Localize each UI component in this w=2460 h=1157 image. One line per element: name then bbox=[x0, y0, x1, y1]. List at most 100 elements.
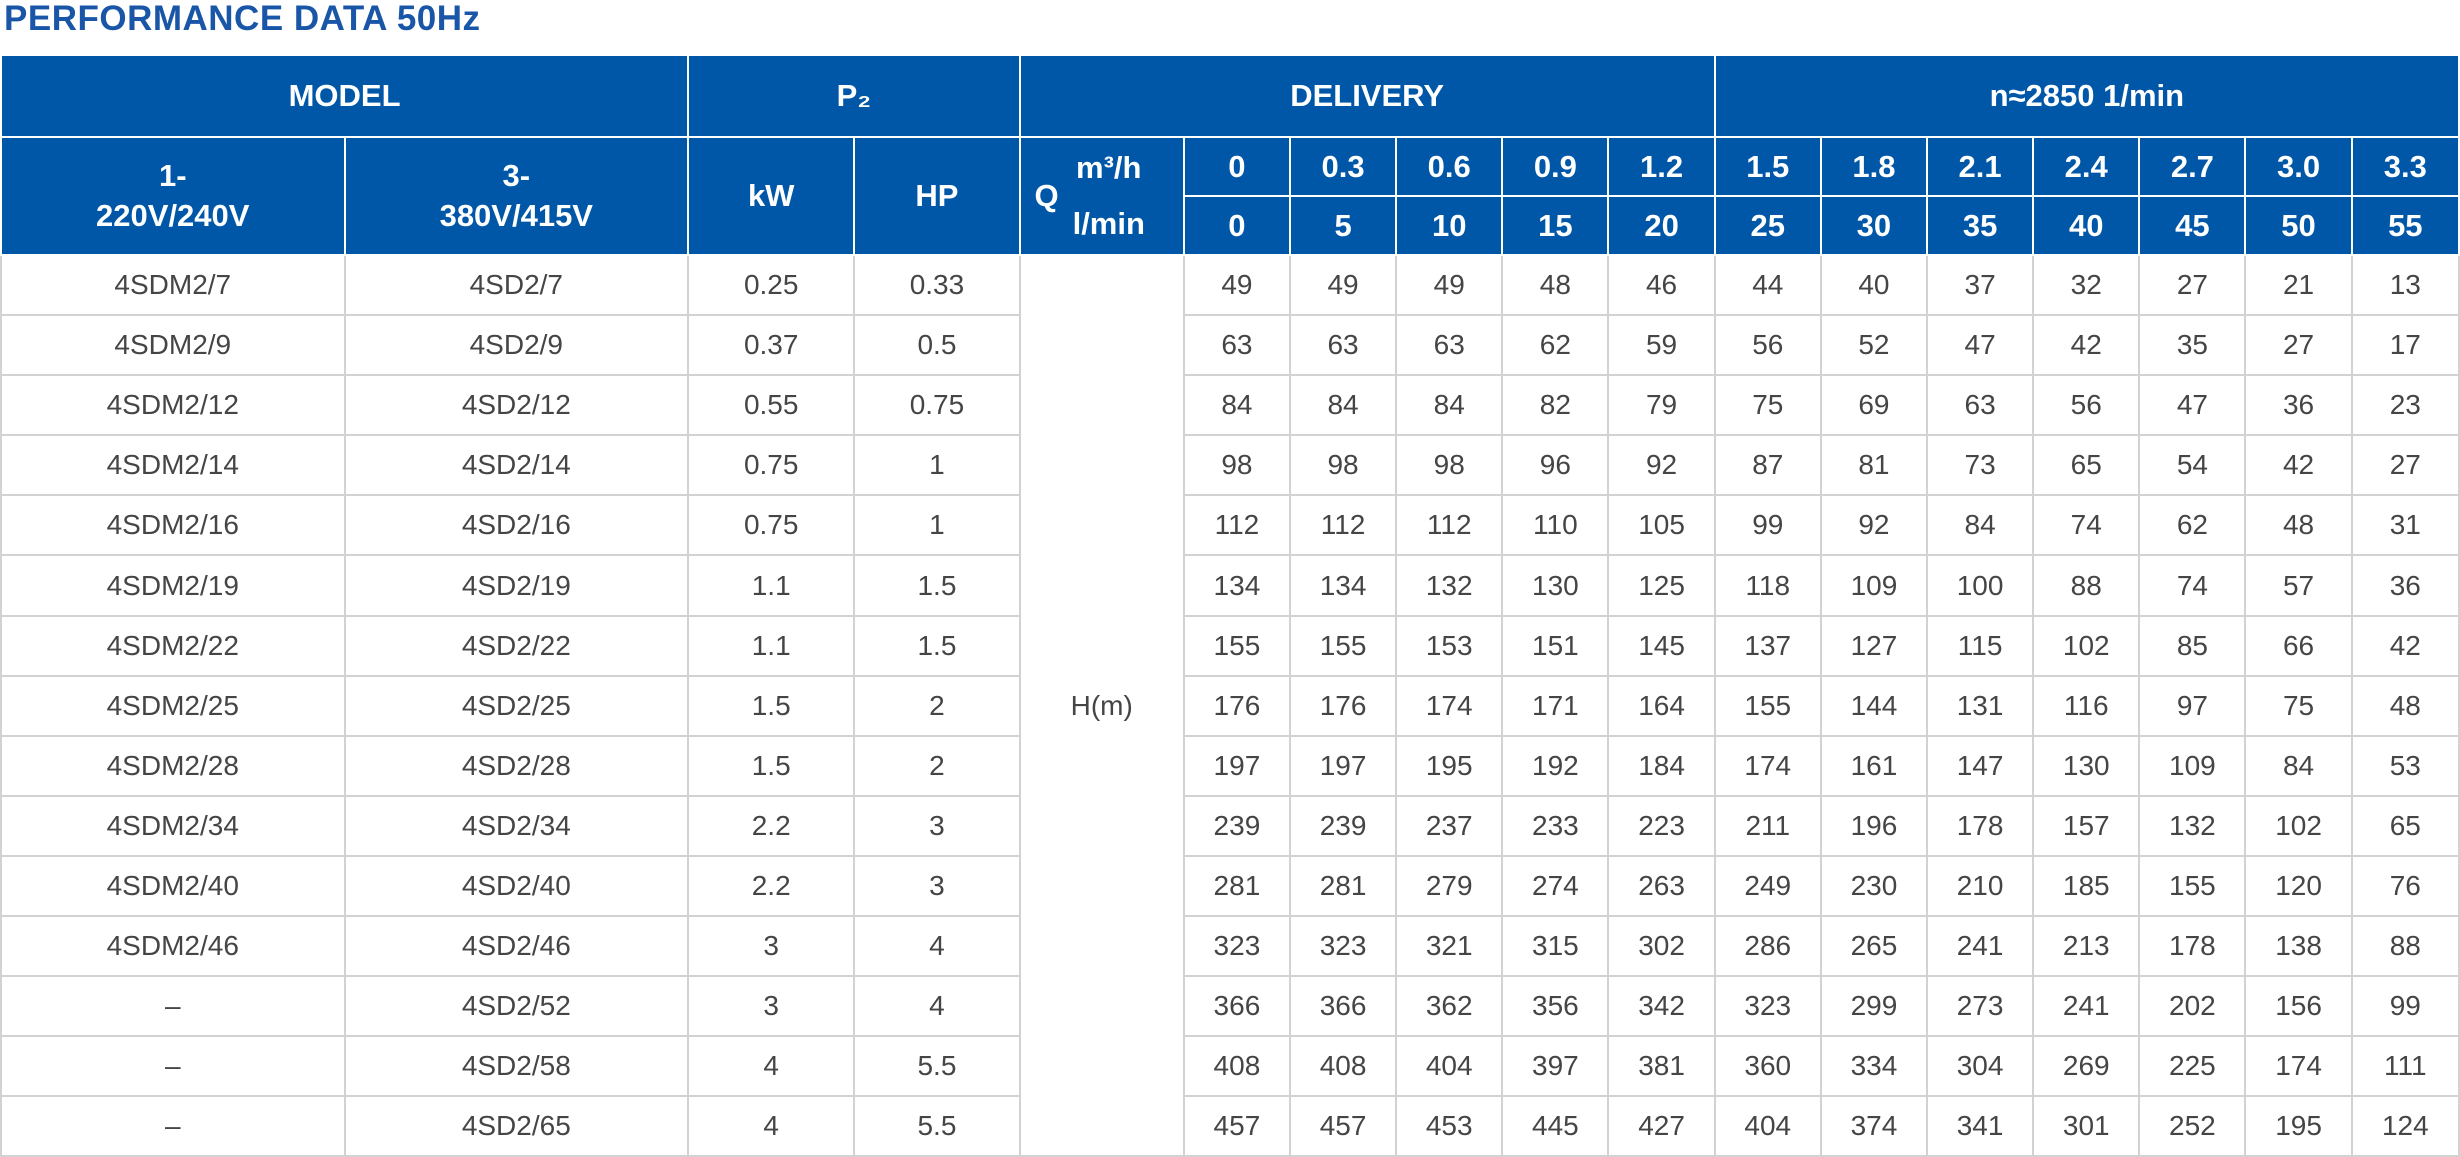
table-row: –4SD2/52 3 4 366 366 362 356 342 323 299 273 241 202… bbox=[0, 975, 2460, 1038]
table-row: 4SDM2/16 4SD2/16 0.75 1 112 112 112 110 105 99 92 8… bbox=[0, 494, 2460, 557]
head-value-cell: 96 bbox=[1501, 434, 1610, 497]
kw-cell: 0.37 bbox=[687, 314, 856, 377]
head-value-cell: 105 bbox=[1607, 494, 1716, 557]
head-value-cell: 174 bbox=[2244, 1035, 2353, 1098]
table-row: 4SDM2/22 4SD2/22 1.1 1.5 155 155 153 151 145 137 1… bbox=[0, 614, 2460, 677]
head-value-cell: 27 bbox=[2138, 253, 2247, 317]
head-value-cell: 63 bbox=[1288, 314, 1398, 377]
model-3ph-cell: 4SD2/9 bbox=[343, 314, 690, 377]
head-value-cell: 457 bbox=[1288, 1095, 1398, 1157]
head-value-cell: 84 bbox=[1182, 374, 1291, 437]
head-value-cell: 147 bbox=[1925, 734, 2035, 797]
head-value-cell: 102 bbox=[2032, 614, 2141, 677]
hp-cell: 1 bbox=[853, 434, 1021, 497]
flow-lmin-header: 10 bbox=[1395, 195, 1504, 256]
head-value-cell: 171 bbox=[1501, 674, 1610, 737]
flow-m3h-header: 2.1 bbox=[1925, 136, 2035, 197]
hp-cell: 0.5 bbox=[853, 314, 1021, 377]
head-value-cell: 74 bbox=[2032, 494, 2141, 557]
kw-cell: 0.75 bbox=[687, 434, 856, 497]
head-value-cell: 184 bbox=[1607, 734, 1716, 797]
head-value-cell: 269 bbox=[2032, 1035, 2141, 1098]
model-1ph-cell: 4SDM2/16 bbox=[0, 494, 346, 557]
unit-m3h: m³/h bbox=[1076, 150, 1142, 185]
head-value-cell: 342 bbox=[1607, 975, 1716, 1038]
head-value-cell: 84 bbox=[1288, 374, 1398, 437]
head-value-cell: 98 bbox=[1395, 434, 1504, 497]
head-value-cell: 356 bbox=[1501, 975, 1610, 1038]
table-row: 4SDM2/40 4SD2/40 2.2 3 281 281 279 274 263 249 230… bbox=[0, 854, 2460, 918]
head-value-cell: 66 bbox=[2244, 614, 2353, 677]
head-value-cell: 211 bbox=[1713, 794, 1822, 857]
flow-lmin-header: 45 bbox=[2138, 195, 2247, 256]
model-1ph-cell: 4SDM2/22 bbox=[0, 614, 346, 677]
head-value-cell: 99 bbox=[2350, 975, 2460, 1038]
head-value-cell: 84 bbox=[2244, 734, 2353, 797]
head-value-cell: 92 bbox=[1819, 494, 1929, 557]
head-value-cell: 49 bbox=[1288, 253, 1398, 317]
kw-cell: 0.55 bbox=[687, 374, 856, 437]
head-value-cell: 42 bbox=[2350, 614, 2460, 677]
head-value-cell: 62 bbox=[2138, 494, 2247, 557]
head-value-cell: 239 bbox=[1288, 794, 1398, 857]
model-1ph-cell: 4SDM2/19 bbox=[0, 554, 346, 617]
head-value-cell: 408 bbox=[1288, 1035, 1398, 1098]
hp-cell: 1.5 bbox=[853, 554, 1021, 617]
table-row: 4SDM2/7 4SD2/7 0.25 0.33 H(m) 49 49 49 48 46 44 40 3… bbox=[0, 253, 2460, 1157]
head-value-cell: 54 bbox=[2138, 434, 2247, 497]
head-value-cell: 48 bbox=[2350, 674, 2460, 737]
hp-cell: 3 bbox=[853, 854, 1021, 918]
head-value-cell: 63 bbox=[1182, 314, 1291, 377]
model-1ph-cell: 4SDM2/25 bbox=[0, 674, 346, 737]
head-value-cell: 59 bbox=[1607, 314, 1716, 377]
head-value-cell: 88 bbox=[2032, 554, 2141, 617]
head-value-cell: 299 bbox=[1819, 975, 1929, 1038]
head-value-cell: 138 bbox=[2244, 915, 2353, 978]
head-value-cell: 178 bbox=[1925, 794, 2035, 857]
model-header: MODEL bbox=[0, 54, 690, 138]
head-value-cell: 115 bbox=[1925, 614, 2035, 677]
head-value-cell: 321 bbox=[1395, 915, 1504, 978]
head-value-cell: 241 bbox=[2032, 975, 2141, 1038]
head-value-cell: 366 bbox=[1182, 975, 1291, 1038]
head-value-cell: 197 bbox=[1288, 734, 1398, 797]
head-value-cell: 408 bbox=[1182, 1035, 1291, 1098]
hp-cell: 0.75 bbox=[853, 374, 1021, 437]
head-value-cell: 132 bbox=[1395, 554, 1504, 617]
head-value-cell: 230 bbox=[1819, 854, 1929, 918]
head-value-cell: 174 bbox=[1395, 674, 1504, 737]
model-3ph-cell: 4SD2/22 bbox=[343, 614, 690, 677]
flow-m3h-header: 2.7 bbox=[2138, 136, 2247, 197]
flow-lmin-header: 35 bbox=[1925, 195, 2035, 256]
model-3ph-cell: 4SD2/28 bbox=[343, 734, 690, 797]
head-value-cell: 176 bbox=[1182, 674, 1291, 737]
model-1ph-cell: – bbox=[0, 1095, 346, 1157]
model-1ph-cell: 4SDM2/12 bbox=[0, 374, 346, 437]
three-phase-header: 3- 380V/415V bbox=[343, 136, 690, 256]
head-value-cell: 213 bbox=[2032, 915, 2141, 978]
flow-m3h-header: 3.0 bbox=[2244, 136, 2353, 197]
head-value-cell: 225 bbox=[2138, 1035, 2247, 1098]
head-value-cell: 57 bbox=[2244, 554, 2353, 617]
head-value-cell: 164 bbox=[1607, 674, 1716, 737]
head-value-cell: 118 bbox=[1713, 554, 1822, 617]
head-value-cell: 241 bbox=[1925, 915, 2035, 978]
head-value-cell: 263 bbox=[1607, 854, 1716, 918]
head-value-cell: 36 bbox=[2244, 374, 2353, 437]
head-value-cell: 75 bbox=[2244, 674, 2353, 737]
hp-cell: 1.5 bbox=[853, 614, 1021, 677]
head-value-cell: 265 bbox=[1819, 915, 1929, 978]
model-1ph-cell: 4SDM2/9 bbox=[0, 314, 346, 377]
head-value-cell: 112 bbox=[1395, 494, 1504, 557]
kw-cell: 2.2 bbox=[687, 794, 856, 857]
head-value-cell: 404 bbox=[1713, 1095, 1822, 1157]
table-header: MODEL P₂ DELIVERY n≈2850 1/min 1- 220V/24… bbox=[0, 54, 2460, 256]
hp-header: HP bbox=[853, 136, 1021, 256]
head-value-cell: 197 bbox=[1182, 734, 1291, 797]
head-value-cell: 134 bbox=[1182, 554, 1291, 617]
flow-m3h-header: 1.2 bbox=[1607, 136, 1716, 197]
head-value-cell: 100 bbox=[1925, 554, 2035, 617]
hp-cell: 5.5 bbox=[853, 1095, 1021, 1157]
head-label: H(m) bbox=[1018, 253, 1185, 1157]
kw-cell: 1.5 bbox=[687, 734, 856, 797]
